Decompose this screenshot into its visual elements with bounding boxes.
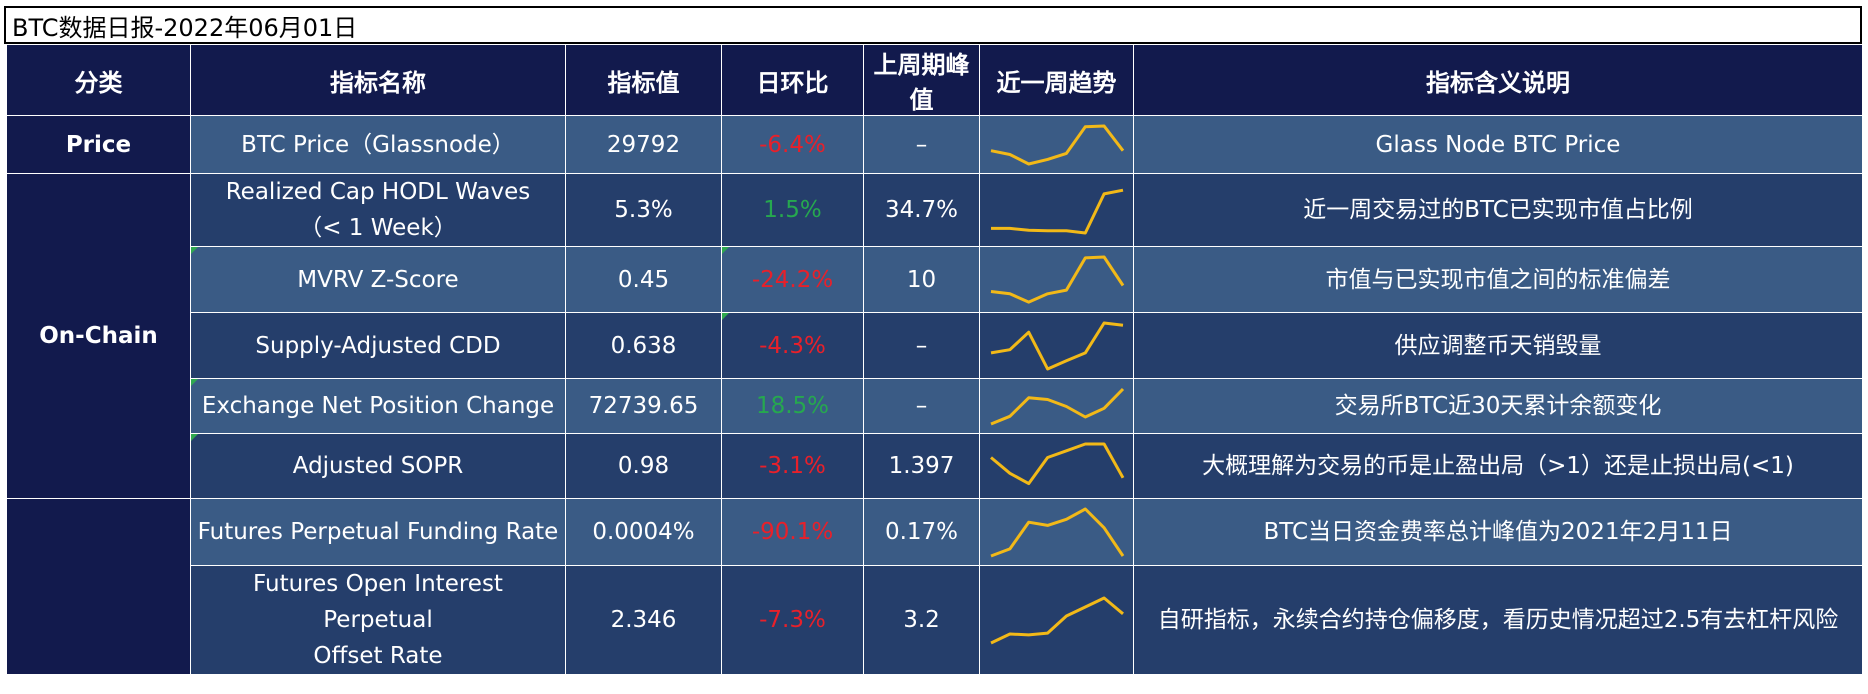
- indicator-value-cell[interactable]: 0.0004%: [565, 498, 722, 566]
- last-peak-cell[interactable]: 1.397: [863, 433, 980, 499]
- table-row: Price BTC Price（Glassnode） 29792 -6.4% – Glas…: [6, 115, 1863, 174]
- table-row: Futures Open Interest Perpetual Offset R…: [7, 565, 1863, 675]
- indicator-name-cell[interactable]: Exchange Net Position Change: [190, 378, 566, 434]
- indicator-name-cell[interactable]: Futures Perpetual Funding Rate: [190, 498, 566, 566]
- trend-sparkline-cell[interactable]: [979, 115, 1134, 174]
- indicator-name-cell[interactable]: Futures Open Interest Perpetual Offset R…: [190, 565, 566, 675]
- day-change-cell[interactable]: -24.2%: [721, 246, 864, 313]
- sparkline-chart: [990, 321, 1123, 370]
- sparkline-chart: [989, 596, 1124, 644]
- indicator-value-cell[interactable]: 0.45: [565, 246, 722, 313]
- indicator-value-cell[interactable]: 72739.65: [565, 378, 722, 434]
- header-category[interactable]: 分类: [6, 44, 191, 116]
- sparkline-chart: [989, 507, 1124, 557]
- indicator-value-cell[interactable]: 5.3%: [565, 173, 722, 247]
- header-indicator-value[interactable]: 指标值: [565, 44, 722, 116]
- trend-sparkline-cell[interactable]: [979, 312, 1134, 379]
- sparkline-trend-line: [989, 387, 1124, 425]
- trend-sparkline-cell[interactable]: [979, 433, 1134, 499]
- description-cell[interactable]: 近一周交易过的BTC已实现市值占比例: [1133, 173, 1863, 247]
- day-change-cell[interactable]: 18.5%: [721, 378, 864, 434]
- sparkline-trend-line: [990, 188, 1123, 235]
- indicator-name-cell[interactable]: Realized Cap HODL Waves （< 1 Week）: [190, 173, 566, 247]
- table-row: Supply-Adjusted CDD 0.638 -4.3% – 供应调整币天销毁量: [7, 312, 1863, 379]
- trend-sparkline-cell[interactable]: [979, 378, 1134, 434]
- sparkline-trend-line: [989, 596, 1124, 644]
- indicator-value-cell[interactable]: 29792: [565, 115, 722, 174]
- indicator-name-cell[interactable]: Supply-Adjusted CDD: [190, 312, 566, 379]
- report-title[interactable]: BTC数据日报-2022年06月01日: [4, 6, 1862, 44]
- last-peak-cell[interactable]: –: [863, 312, 980, 379]
- sparkline-chart: [989, 442, 1124, 485]
- header-week-trend[interactable]: 近一周趋势: [979, 44, 1134, 116]
- table-row: On-Chain Realized Cap HODL Waves （< 1 Wee…: [6, 173, 1863, 499]
- description-cell[interactable]: Glass Node BTC Price: [1133, 115, 1863, 174]
- indicator-name-cell[interactable]: BTC Price（Glassnode）: [190, 115, 566, 174]
- sparkline-chart: [990, 124, 1124, 165]
- last-peak-cell[interactable]: 10: [863, 246, 980, 313]
- indicator-value-cell[interactable]: 0.98: [565, 433, 722, 499]
- trend-sparkline-cell[interactable]: [979, 246, 1134, 313]
- category-cell[interactable]: Price: [6, 115, 191, 174]
- description-cell[interactable]: 大概理解为交易的币是止盈出局（>1）还是止损出局(<1): [1133, 433, 1863, 499]
- table-row: Adjusted SOPR 0.98 -3.1% 1.397 大概理解为交易的币是止盈出…: [7, 433, 1863, 499]
- sparkline-trend-line: [989, 442, 1124, 485]
- last-peak-cell[interactable]: –: [863, 378, 980, 434]
- description-cell[interactable]: 交易所BTC近30天累计余额变化: [1133, 378, 1863, 434]
- description-cell[interactable]: BTC当日资金费率总计峰值为2021年2月11日: [1133, 498, 1863, 566]
- day-change-cell[interactable]: -7.3%: [721, 565, 864, 675]
- header-row: 分类 指标名称 指标值 日环比 上周期峰值 近一周趋势 指标含义说明: [6, 44, 1863, 116]
- last-peak-cell[interactable]: 3.2: [863, 565, 980, 675]
- sparkline-chart: [990, 255, 1124, 304]
- last-peak-cell[interactable]: 0.17%: [863, 498, 980, 566]
- sparkline-chart: [989, 387, 1124, 425]
- category-cell[interactable]: On-Chain: [6, 173, 191, 499]
- header-indicator-name[interactable]: 指标名称: [190, 44, 566, 116]
- description-cell[interactable]: 供应调整币天销毁量: [1133, 312, 1863, 379]
- table-body: Price BTC Price（Glassnode） 29792 -6.4% – Glas…: [6, 115, 1863, 675]
- last-peak-cell[interactable]: –: [863, 115, 980, 174]
- indicator-value-cell[interactable]: 2.346: [565, 565, 722, 675]
- day-change-cell[interactable]: -3.1%: [721, 433, 864, 499]
- table-row: Exchange Net Position Change 72739.65 18.5…: [7, 378, 1863, 434]
- sparkline-trend-line: [989, 507, 1124, 557]
- trend-sparkline-cell[interactable]: [979, 565, 1134, 675]
- indicator-value-cell[interactable]: 0.638: [565, 312, 722, 379]
- day-change-cell[interactable]: -90.1%: [721, 498, 864, 566]
- description-cell[interactable]: 自研指标，永续合约持仓偏移度，看历史情况超过2.5有去杠杆风险: [1133, 565, 1863, 675]
- header-last-peak[interactable]: 上周期峰值: [863, 44, 980, 116]
- indicator-name-cell[interactable]: MVRV Z-Score: [190, 246, 566, 313]
- trend-sparkline-cell[interactable]: [979, 498, 1134, 566]
- indicator-table: 分类 指标名称 指标值 日环比 上周期峰值 近一周趋势 指标含义说明 Price…: [6, 44, 1863, 675]
- sparkline-trend-line: [990, 255, 1124, 304]
- header-description[interactable]: 指标含义说明: [1133, 44, 1863, 116]
- header-day-change[interactable]: 日环比: [721, 44, 864, 116]
- sparkline-trend-line: [990, 124, 1124, 165]
- indicator-name-cell[interactable]: Adjusted SOPR: [190, 433, 566, 499]
- day-change-cell[interactable]: -4.3%: [721, 312, 864, 379]
- last-peak-cell[interactable]: 34.7%: [863, 173, 980, 247]
- table-row: MVRV Z-Score 0.45 -24.2% 10 市值与已实现市值之间的标准偏差: [7, 246, 1863, 313]
- category-cell[interactable]: [6, 498, 191, 675]
- day-change-cell[interactable]: -6.4%: [721, 115, 864, 174]
- trend-sparkline-cell[interactable]: [979, 173, 1134, 247]
- sparkline-chart: [990, 188, 1123, 235]
- day-change-cell[interactable]: 1.5%: [721, 173, 864, 247]
- description-cell[interactable]: 市值与已实现市值之间的标准偏差: [1133, 246, 1863, 313]
- table-row: Futures Perpetual Funding Rate 0.0004% -90…: [6, 498, 1863, 675]
- sparkline-trend-line: [990, 321, 1123, 370]
